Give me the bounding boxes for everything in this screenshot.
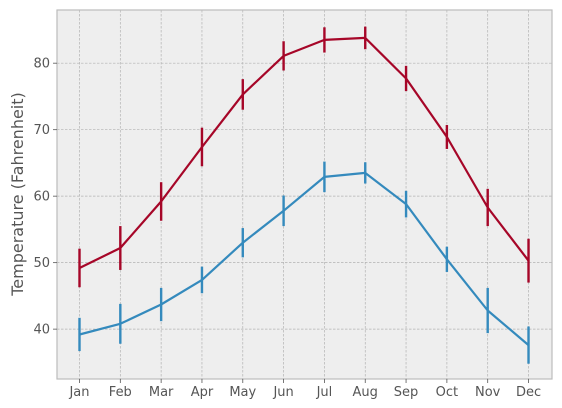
x-tick-label: Aug [353, 385, 378, 400]
series-2-line [79, 171, 530, 346]
x-tick-label: Apr [191, 385, 214, 400]
y-tick-label: 60 [33, 190, 50, 205]
y-tick-label: 40 [33, 323, 50, 338]
x-tick-label: Mar [149, 385, 174, 400]
x-tick-label: Feb [109, 385, 132, 400]
series-layer [78, 26, 530, 364]
x-tick-label: Oct [436, 385, 458, 400]
x-tick-label: Sep [394, 385, 419, 400]
x-tick-label: May [229, 385, 256, 400]
y-axis-label: Temperature (Fahrenheit) [8, 92, 27, 297]
plot-frame [56, 9, 553, 380]
x-tick-label: Jan [68, 385, 89, 400]
x-tick-label: Jun [272, 385, 293, 400]
x-tick-label: Dec [516, 385, 541, 400]
series-1-line [79, 36, 530, 269]
x-tick-label: Nov [475, 385, 501, 400]
y-tick-label: 70 [33, 123, 50, 138]
y-tick-label: 80 [33, 57, 50, 72]
x-tick-label: Jul [316, 385, 333, 400]
ticks: Jan Feb Mar Apr May Jun Jul Aug Sep Oct Nov Dec 40 50… [33, 57, 541, 400]
y-tick-label: 50 [33, 256, 50, 271]
